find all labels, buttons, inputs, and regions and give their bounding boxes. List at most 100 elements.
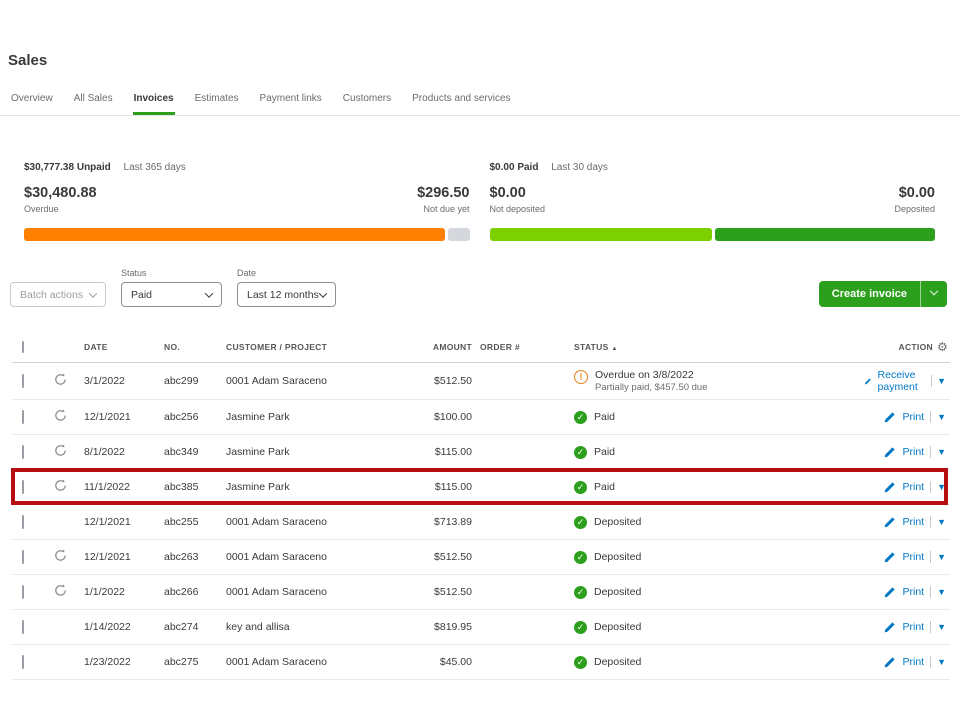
row-checkbox[interactable] [22, 620, 24, 634]
action-dropdown-icon[interactable]: ▼ [937, 447, 946, 457]
create-invoice-dropdown-toggle[interactable] [920, 281, 947, 307]
header-no[interactable]: NO. [164, 342, 226, 352]
edit-pencil-icon[interactable] [883, 516, 896, 529]
header-date[interactable]: DATE [84, 342, 164, 352]
invoice-amount: $512.50 [376, 551, 474, 563]
customer-name[interactable]: Jasmine Park [226, 481, 376, 493]
customer-name[interactable]: 0001 Adam Saraceno [226, 375, 376, 387]
header-status[interactable]: STATUS▲ [569, 342, 864, 352]
status-filter-dropdown[interactable]: Paid [121, 282, 222, 307]
row-checkbox[interactable] [22, 445, 24, 459]
action-link[interactable]: Print [902, 621, 924, 633]
row-checkbox[interactable] [22, 585, 24, 599]
edit-pencil-icon[interactable] [883, 621, 896, 634]
edit-pencil-icon[interactable] [883, 481, 896, 494]
customer-name[interactable]: Jasmine Park [226, 411, 376, 423]
date-filter-dropdown[interactable]: Last 12 months [237, 282, 336, 307]
action-dropdown-icon[interactable]: ▼ [937, 587, 946, 597]
table-row: 12/1/2021 abc255 0001 Adam Saraceno $713… [12, 505, 950, 540]
unpaid-bar[interactable] [24, 228, 470, 241]
table-row: 8/1/2022 abc349 Jasmine Park $115.00 ✓ P… [12, 435, 950, 470]
action-dropdown-icon[interactable]: ▼ [937, 622, 946, 632]
row-checkbox[interactable] [22, 410, 24, 424]
paid-bar[interactable] [490, 228, 936, 241]
status-label: Deposited [594, 656, 641, 668]
gear-icon[interactable]: ⚙ [937, 340, 948, 354]
action-divider [930, 621, 931, 633]
invoice-number: abc385 [164, 481, 226, 493]
paid-summary[interactable]: $0.00 Paid Last 30 days $0.00 $0.00 Not … [490, 162, 936, 241]
action-dropdown-icon[interactable]: ▼ [937, 552, 946, 562]
action-dropdown-icon[interactable]: ▼ [937, 376, 946, 386]
status-filter-value: Paid [131, 289, 152, 301]
recurring-icon [54, 373, 67, 386]
action-dropdown-icon[interactable]: ▼ [937, 482, 946, 492]
invoice-amount: $45.00 [376, 656, 474, 668]
select-all-checkbox[interactable] [22, 341, 24, 353]
edit-pencil-icon[interactable] [883, 656, 896, 669]
action-dropdown-icon[interactable]: ▼ [937, 517, 946, 527]
action-link[interactable]: Print [902, 411, 924, 423]
tab-invoices[interactable]: Invoices [133, 89, 175, 115]
table-row: 12/1/2021 abc263 0001 Adam Saraceno $512… [12, 540, 950, 575]
row-checkbox[interactable] [22, 515, 24, 529]
paid-bar-left [490, 228, 713, 241]
header-order[interactable]: ORDER # [474, 342, 569, 352]
row-checkbox[interactable] [22, 480, 24, 494]
page-title: Sales [8, 52, 960, 69]
customer-name[interactable]: 0001 Adam Saraceno [226, 516, 376, 528]
tab-estimates[interactable]: Estimates [194, 89, 240, 115]
action-dropdown-icon[interactable]: ▼ [937, 657, 946, 667]
invoice-date: 12/1/2021 [84, 411, 164, 423]
tab-all-sales[interactable]: All Sales [73, 89, 114, 115]
header-amount[interactable]: AMOUNT [376, 342, 474, 352]
status-paid: ✓ Deposited [574, 621, 864, 634]
invoice-date: 3/1/2022 [84, 375, 164, 387]
edit-pencil-icon[interactable] [883, 411, 896, 424]
action-link[interactable]: Print [902, 446, 924, 458]
header-action[interactable]: ACTION [899, 342, 933, 352]
paid-period: Last 30 days [551, 162, 608, 173]
customer-name[interactable]: Jasmine Park [226, 446, 376, 458]
status-paid: ✓ Deposited [574, 551, 864, 564]
tab-products-services[interactable]: Products and services [411, 89, 511, 115]
create-invoice-button[interactable]: Create invoice [819, 281, 920, 307]
batch-actions-dropdown[interactable]: Batch actions [10, 282, 106, 307]
row-checkbox[interactable] [22, 374, 24, 388]
action-link[interactable]: Print [902, 481, 924, 493]
invoice-table: DATE NO. CUSTOMER / PROJECT AMOUNT ORDER… [12, 332, 950, 680]
invoice-date: 1/14/2022 [84, 621, 164, 633]
edit-pencil-icon[interactable] [883, 586, 896, 599]
status-overdue-detail: Partially paid, $457.50 due [595, 382, 708, 393]
action-link[interactable]: Print [902, 551, 924, 563]
customer-name[interactable]: 0001 Adam Saraceno [226, 551, 376, 563]
tab-payment-links[interactable]: Payment links [259, 89, 323, 115]
invoice-table-header: DATE NO. CUSTOMER / PROJECT AMOUNT ORDER… [12, 332, 950, 363]
status-overdue-title: Overdue on 3/8/2022 [595, 369, 708, 381]
action-link[interactable]: Print [902, 586, 924, 598]
tab-overview[interactable]: Overview [10, 89, 54, 115]
edit-pencil-icon[interactable] [883, 551, 896, 564]
action-link[interactable]: Print [902, 516, 924, 528]
edit-pencil-icon[interactable] [883, 446, 896, 459]
status-paid: ✓ Paid [574, 411, 864, 424]
customer-name[interactable]: key and allisa [226, 621, 376, 633]
header-status-label: STATUS [574, 342, 609, 352]
customer-name[interactable]: 0001 Adam Saraceno [226, 586, 376, 598]
row-checkbox[interactable] [22, 550, 24, 564]
unpaid-total-label: Unpaid [77, 162, 111, 173]
check-circle-icon: ✓ [574, 411, 587, 424]
row-checkbox[interactable] [22, 655, 24, 669]
customer-name[interactable]: 0001 Adam Saraceno [226, 656, 376, 668]
invoice-number: abc256 [164, 411, 226, 423]
unpaid-summary[interactable]: $30,777.38 Unpaid Last 365 days $30,480.… [24, 162, 470, 241]
action-link[interactable]: Print [902, 656, 924, 668]
table-row: 11/1/2022 abc385 Jasmine Park $115.00 ✓ … [12, 470, 950, 505]
header-customer[interactable]: CUSTOMER / PROJECT [226, 342, 376, 352]
paid-summary-header: $0.00 Paid Last 30 days [490, 162, 936, 173]
action-dropdown-icon[interactable]: ▼ [937, 412, 946, 422]
unpaid-period: Last 365 days [124, 162, 186, 173]
action-link[interactable]: Receive payment [878, 369, 925, 393]
edit-pencil-icon[interactable] [864, 375, 872, 388]
tab-customers[interactable]: Customers [342, 89, 392, 115]
